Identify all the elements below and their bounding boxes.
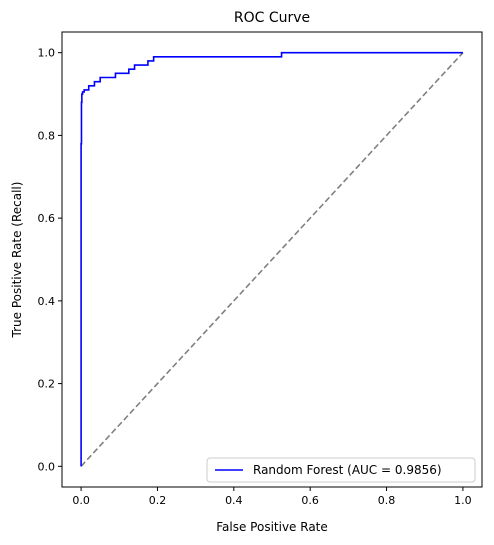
y-tick-label: 0.0 [38, 460, 56, 473]
y-tick-label: 0.4 [38, 295, 56, 308]
y-axis: 0.0 0.2 0.4 0.6 0.8 1.0 [38, 47, 62, 473]
x-axis: 0.0 0.2 0.4 0.6 0.8 1.0 [72, 487, 472, 507]
x-tick-label: 0.8 [378, 494, 396, 507]
y-axis-label: True Positive Rate (Recall) [10, 182, 24, 339]
x-tick-label: 0.2 [149, 494, 167, 507]
x-tick-label: 1.0 [454, 494, 472, 507]
plot-area [80, 51, 464, 467]
roc-curve-line [80, 51, 463, 467]
legend-box [206, 457, 476, 483]
x-tick-label: 0.0 [72, 494, 90, 507]
legend: Random Forest (AUC = 0.9856) [206, 457, 476, 483]
x-tick-label: 0.4 [225, 494, 243, 507]
x-tick-label: 0.6 [301, 494, 319, 507]
x-axis-label: False Positive Rate [216, 520, 328, 534]
plot-frame [61, 31, 483, 488]
y-tick-label: 0.6 [38, 212, 56, 225]
y-tick-label: 0.2 [38, 378, 56, 391]
legend-label: Random Forest (AUC = 0.9856) [253, 463, 442, 477]
chart-title: ROC Curve [234, 10, 310, 26]
random-baseline-line [80, 52, 464, 467]
y-tick-label: 0.8 [38, 129, 56, 142]
y-tick-label: 1.0 [38, 47, 56, 60]
